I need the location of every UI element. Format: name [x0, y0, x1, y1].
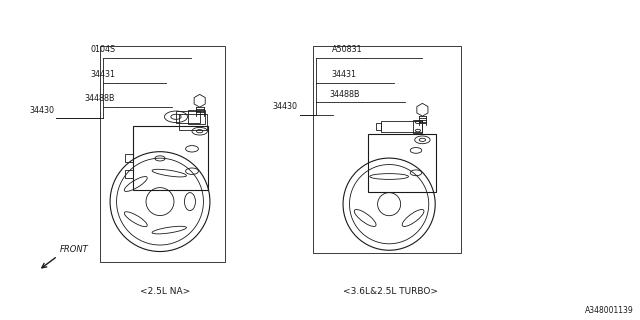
Bar [100, 46, 225, 262]
Bar [381, 121, 422, 132]
Bar [176, 111, 200, 123]
Bar [179, 114, 207, 130]
Text: <3.6L&2.5L TURBO>: <3.6L&2.5L TURBO> [343, 287, 438, 296]
Text: <2.5L NA>: <2.5L NA> [140, 287, 190, 296]
Bar [376, 123, 381, 130]
Text: 34431: 34431 [332, 70, 356, 79]
Text: 34488B: 34488B [84, 94, 115, 103]
Text: 34431: 34431 [90, 70, 115, 79]
Text: FRONT: FRONT [60, 245, 88, 254]
Bar [133, 126, 208, 190]
Text: A348001139: A348001139 [585, 306, 634, 315]
Bar [188, 110, 205, 124]
Text: 0104S: 0104S [90, 45, 115, 54]
Bar [125, 154, 133, 162]
Bar [368, 134, 436, 192]
Text: 34430: 34430 [273, 102, 298, 111]
Bar [413, 120, 422, 133]
Text: A50831: A50831 [332, 45, 363, 54]
Text: 34488B: 34488B [329, 90, 360, 99]
Text: 34430: 34430 [29, 106, 54, 115]
Bar [125, 170, 133, 178]
Bar [313, 46, 461, 253]
